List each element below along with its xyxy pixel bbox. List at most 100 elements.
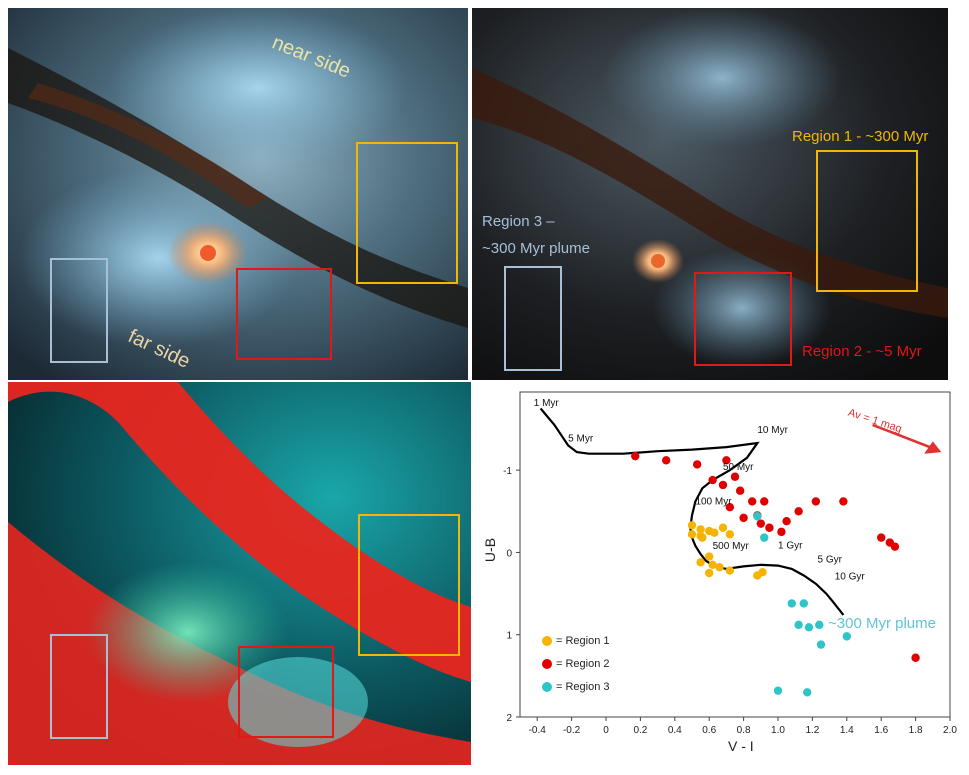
region1-label: Region 1 - ~300 Myr xyxy=(792,128,929,145)
galaxy-image xyxy=(8,8,468,380)
data-point-region-2 xyxy=(739,513,748,523)
x-tick-label: 0 xyxy=(603,725,609,736)
age-label: 50 Myr xyxy=(723,462,754,473)
data-point-region-2 xyxy=(811,497,821,506)
data-point-region-3 xyxy=(753,512,762,521)
av-arrow-head xyxy=(924,441,942,454)
av-arrow xyxy=(872,423,937,451)
data-point-region-3 xyxy=(799,599,808,608)
color-color-chart: -0.4 -0.2 0 0.2 0.4 0.6 0.8 1.0 1.2 1.4 1.6 1.8 2.0 -… xyxy=(503,391,957,736)
age-label: 10 Myr xyxy=(757,425,788,436)
data-point-region-1 xyxy=(725,530,735,539)
x-tick-label: 2.0 xyxy=(943,725,957,736)
data-point-region-2 xyxy=(662,456,671,465)
region1-box xyxy=(816,150,918,292)
region3-box xyxy=(50,258,108,363)
age-label: 5 Myr xyxy=(568,433,594,444)
data-point-region-2 xyxy=(730,472,740,481)
data-point-region-3 xyxy=(842,632,851,641)
data-point-region-3 xyxy=(816,640,826,649)
legend-region2-text: = Region 2 xyxy=(556,658,610,670)
data-point-region-2 xyxy=(735,486,745,495)
data-point-region-2 xyxy=(765,523,774,532)
data-point-region-1 xyxy=(718,523,728,532)
x-tick-label: 1.4 xyxy=(840,725,854,736)
data-point-region-2 xyxy=(777,527,786,537)
legend-region3-text: = Region 3 xyxy=(556,681,610,693)
y-tick-label: -1 xyxy=(503,466,512,477)
x-tick-label: 1.0 xyxy=(771,725,785,736)
data-point-region-2 xyxy=(839,497,848,506)
color-color-plot-panel: -0.4 -0.2 0 0.2 0.4 0.6 0.8 1.0 1.2 1.4 1.6 1.8 2.0 -… xyxy=(472,382,962,772)
age-label: 1 Myr xyxy=(534,398,560,409)
data-point-region-3 xyxy=(787,599,796,608)
y-tick-label: 2 xyxy=(506,713,512,724)
legend-region2: = Region 2 xyxy=(542,658,610,670)
data-point-region-2 xyxy=(877,533,886,542)
region3-label-line2: ~300 Myr plume xyxy=(482,240,590,257)
legend-region2-marker xyxy=(542,659,552,670)
data-point-region-1 xyxy=(705,552,714,561)
region2-box xyxy=(238,646,334,738)
galaxy-image-annotated xyxy=(472,8,948,380)
age-label: 10 Gyr xyxy=(835,572,866,583)
data-point-region-2 xyxy=(722,456,731,465)
x-axis-label: V - I xyxy=(728,738,754,754)
region3-box xyxy=(504,266,562,371)
data-point-region-3 xyxy=(815,620,824,630)
data-point-region-2 xyxy=(760,497,769,506)
data-point-region-3 xyxy=(803,688,812,697)
x-tick-label: 1.6 xyxy=(874,725,888,736)
data-point-region-2 xyxy=(782,516,791,526)
x-tick-label: -0.4 xyxy=(529,725,547,736)
data-point-region-2 xyxy=(708,475,717,485)
data-point-region-1 xyxy=(696,558,705,567)
data-point-region-2 xyxy=(692,460,702,469)
y-axis-label: U-B xyxy=(482,537,499,563)
age-label: 500 Myr xyxy=(713,541,750,552)
legend-region3: = Region 3 xyxy=(542,681,610,693)
false-color-image-panel xyxy=(8,382,471,765)
data-point-region-2 xyxy=(911,653,920,662)
plume-label: ~300 Myr plume xyxy=(828,615,936,632)
data-point-region-1 xyxy=(705,568,714,578)
region2-box xyxy=(694,272,792,366)
data-point-region-2 xyxy=(890,542,900,551)
data-point-region-3 xyxy=(773,686,783,695)
data-point-region-2 xyxy=(794,507,803,516)
data-point-region-1 xyxy=(687,530,697,539)
region3-label-line1: Region 3 – xyxy=(482,213,555,230)
data-point-region-1 xyxy=(708,560,717,569)
data-point-region-1 xyxy=(710,528,719,537)
data-point-region-2 xyxy=(756,519,765,528)
x-tick-label: 0.2 xyxy=(633,725,647,736)
data-point-region-3 xyxy=(760,533,769,542)
region3-box xyxy=(50,634,108,739)
data-point-region-2 xyxy=(718,480,728,490)
age-label: 5 Gyr xyxy=(818,554,843,565)
x-tick-label: 0.8 xyxy=(737,725,751,736)
data-point-region-1 xyxy=(687,521,697,530)
y-tick-label: 1 xyxy=(506,631,512,642)
data-point-region-2 xyxy=(748,497,757,506)
y-tick-label: 0 xyxy=(506,548,512,559)
data-point-region-1 xyxy=(725,566,735,575)
data-point-region-3 xyxy=(804,623,814,632)
age-label: 1 Gyr xyxy=(778,540,803,551)
data-point-region-2 xyxy=(631,451,640,461)
x-tick-label: 0.4 xyxy=(668,725,682,736)
age-label: 100 Myr xyxy=(695,497,732,508)
data-point-region-1 xyxy=(758,567,767,577)
region1-box xyxy=(356,142,458,284)
legend-region1: = Region 1 xyxy=(542,635,610,647)
region2-label: Region 2 - ~5 Myr xyxy=(802,343,922,360)
x-tick-label: 1.2 xyxy=(805,725,819,736)
x-tick-label: 0.6 xyxy=(702,725,716,736)
optical-image-panel: near side far side xyxy=(8,8,468,380)
data-point-region-3 xyxy=(794,620,803,630)
x-tick-label: -0.2 xyxy=(563,725,581,736)
x-tick-label: 1.8 xyxy=(909,725,923,736)
data-point-region-1 xyxy=(696,525,705,534)
legend-region1-text: = Region 1 xyxy=(556,635,610,647)
region2-box xyxy=(236,268,332,360)
